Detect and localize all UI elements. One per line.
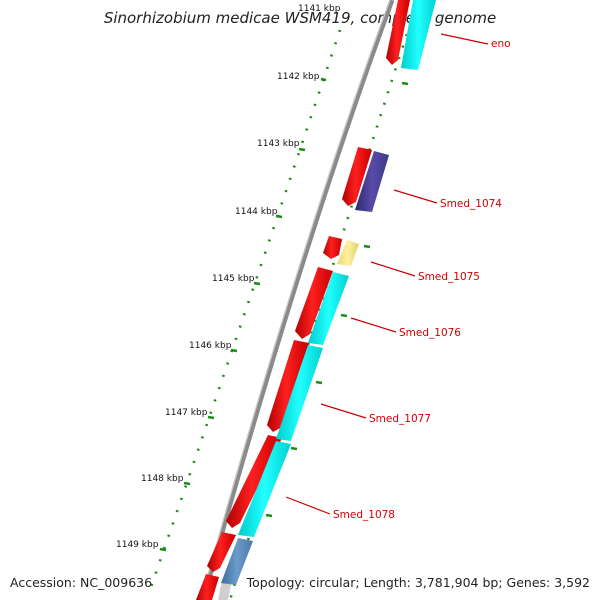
- leader-line-smed-1077: [320, 403, 367, 419]
- gene-label-smed-1074[interactable]: Smed_1074: [440, 198, 502, 210]
- scale-tick: [253, 281, 261, 286]
- leader-line-smed-1078: [285, 496, 331, 515]
- leader-line-smed-1075: [370, 261, 416, 277]
- scale-label: 1142 kbp: [277, 72, 320, 82]
- feature-tick: [340, 313, 348, 318]
- leader-line-smed-1076: [350, 317, 397, 333]
- cds-block-eno[interactable]: [401, 0, 436, 70]
- genome-summary-text: Topology: circular; Length: 3,781,904 bp…: [246, 575, 590, 590]
- scale-label: 1144 kbp: [235, 207, 278, 217]
- gene-label-smed-1077[interactable]: Smed_1077: [369, 413, 431, 425]
- gene-arrow-smed-1076[interactable]: [295, 267, 333, 339]
- scale-tick: [275, 214, 283, 219]
- gene-label-smed-1078[interactable]: Smed_1078: [333, 509, 395, 521]
- feature-tick: [315, 380, 323, 385]
- gene-arrow-smed-1074[interactable]: [342, 147, 372, 206]
- scale-label: 1145 kbp: [212, 274, 255, 284]
- cds-block-smed-1076[interactable]: [308, 272, 349, 345]
- accession-text: Accession: NC_009636: [10, 575, 153, 590]
- gene-label-smed-1075[interactable]: Smed_1075: [418, 271, 480, 283]
- cds-block-smed-1077[interactable]: [276, 345, 323, 441]
- scale-tick: [207, 415, 215, 420]
- feature-tick: [363, 244, 371, 249]
- scale-label: 1143 kbp: [257, 139, 300, 149]
- feature-tick: [290, 446, 298, 451]
- gene-arrow-eno[interactable]: [386, 0, 410, 65]
- cds-block[interactable]: [221, 538, 253, 585]
- cds-block-smed-1075[interactable]: [337, 240, 359, 266]
- gene-arrow[interactable]: [196, 574, 219, 600]
- leader-line-smed-1074: [393, 189, 438, 204]
- scale-tick: [159, 547, 167, 552]
- cds-block-smed-1074[interactable]: [355, 151, 389, 212]
- scale-label: 1148 kbp: [141, 474, 184, 484]
- feature-tick: [401, 81, 409, 86]
- gene-arrow-smed-1078[interactable]: [226, 435, 282, 528]
- gene-arrow[interactable]: [207, 532, 236, 572]
- scale-tick: [320, 77, 327, 82]
- scale-tick: [183, 481, 191, 486]
- scale-label: 1146 kbp: [189, 341, 232, 351]
- gene-label-eno[interactable]: eno: [491, 38, 511, 50]
- scale-label: 1141 kbp: [298, 4, 341, 14]
- gray-feature: [218, 580, 232, 600]
- cds-block-smed-1078[interactable]: [238, 441, 291, 537]
- scale-tick: [230, 348, 238, 353]
- backbone-highlight: [200, 0, 391, 600]
- gene-label-smed-1076[interactable]: Smed_1076: [399, 327, 461, 339]
- scale-label: 1147 kbp: [165, 408, 208, 418]
- scale-label: 1149 kbp: [116, 540, 159, 550]
- gene-arrow-smed-1075[interactable]: [323, 236, 342, 259]
- scale-tick: [298, 147, 306, 152]
- leader-line-eno: [440, 33, 489, 45]
- feature-tick: [265, 513, 273, 518]
- backbone-line: [200, 0, 395, 600]
- gene-arrow-smed-1077[interactable]: [267, 340, 309, 432]
